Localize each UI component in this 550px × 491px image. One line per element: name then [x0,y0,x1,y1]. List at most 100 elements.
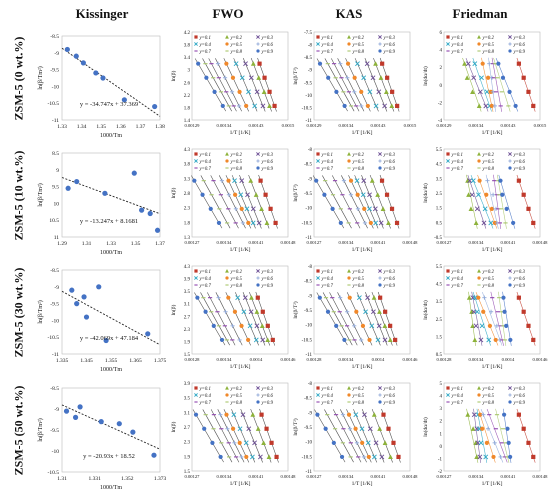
legend-label: y=0.4 [199,394,212,399]
legend-label: y=0.1 [321,270,333,275]
x-axis-label: 1/T [1/K] [230,247,251,253]
legend-label: y=0.9 [513,167,526,172]
x-tick-label: 1.34 [77,124,87,130]
x-tick-label: 0.0015 [282,123,295,128]
legend-label: y=0.3 [261,153,274,158]
marker-circle [233,192,238,197]
marker-x [378,35,382,39]
y-axis-label: ln(dα/dt) [422,300,429,320]
y-tick-label: 9.5 [52,185,59,191]
x-axis-label: 1000/Tm [100,367,122,373]
y-axis-label: ln(β/Tm²) [37,66,44,90]
marker-x [477,454,483,460]
data-point [69,287,75,293]
equation-annotation: y = -42.069x + 47.184 [80,335,139,342]
y-tick-label: -10.5 [302,221,313,226]
marker-triangle [250,61,256,66]
marker-square [381,412,386,417]
marker-circle [378,400,382,404]
y-tick-label: 4.5 [436,283,443,288]
plot-frame [61,152,161,238]
marker-x [254,323,260,329]
marker-x [359,426,365,432]
legend-label: y=0.1 [321,153,333,158]
fit-line [346,292,373,346]
y-axis-label: ln(dα/dt) [422,417,429,437]
marker-triangle [267,103,272,109]
fit-line [225,292,251,346]
marker-triangle [466,192,471,197]
marker-circle [502,412,507,417]
legend-label: y=0.3 [261,270,274,275]
fit-line [200,175,231,229]
marker-square [259,412,264,417]
legend-label: y=0.7 [451,284,464,289]
y-tick-label: -11 [52,118,59,124]
y-tick-label: -10 [52,449,60,455]
marker-x [376,89,382,95]
x-tick-label: 0.00128 [185,357,201,362]
marker-x [362,412,367,418]
marker-circle [500,192,505,197]
legend-label: y=0.7 [451,401,464,406]
marker-circle [208,206,213,211]
fit-line [490,291,504,346]
marker-square [267,89,272,94]
x-axis-label: 1/T [1/K] [230,364,251,370]
marker-x [257,454,263,460]
y-tick-label: 0.5 [436,221,443,226]
legend-label: y=0.9 [261,50,274,55]
marker-triangle [264,220,270,226]
marker-x [316,42,320,46]
fit-line [257,57,277,112]
marker-square [270,337,275,343]
marker-square [521,75,526,80]
legend-label: y=0.5 [482,394,495,399]
fit-line [361,175,384,229]
marker-square [258,178,263,183]
fit-line [332,409,362,463]
marker-triangle [387,337,393,343]
y-tick-label: 3.1 [184,411,191,416]
x-tick-label: 1.375 [154,358,167,364]
marker-x [470,178,476,184]
marker-square [446,152,450,156]
x-axis-label: 1/T [1/K] [482,364,503,370]
marker-circle [210,440,215,445]
x-tick-label: 1.29 [57,241,67,247]
fit-line [516,291,536,346]
marker-x [469,192,475,198]
marker-square [264,426,269,431]
x-tick-label: 0.00134 [339,123,355,128]
marker-circle [196,61,201,66]
marker-x [382,103,388,109]
trend-line [61,290,161,346]
legend-label: y=0.9 [513,50,526,55]
marker-square [269,440,274,445]
marker-square [521,192,526,197]
row-label-0: ZSM-5 (0 wt.%) [11,36,26,120]
marker-x [364,61,370,67]
data-point [103,337,109,344]
marker-x [250,206,256,212]
legend-label: y=0.5 [352,43,365,48]
marker-circle [480,426,485,431]
legend-label: y=0.6 [261,160,274,165]
legend-label: y=0.1 [199,270,211,275]
marker-x [194,42,198,46]
legend-label: y=0.9 [513,401,526,406]
y-tick-label: 0.5 [436,353,443,358]
marker-circle [256,400,260,404]
marker-square [386,426,391,431]
fwo-plot-0: 4.2 3.8 3.4 3 2.6 2.2 1.8 1.40.00129 0.00134 0.00… [170,31,295,136]
legend-label: y=0.4 [321,277,334,282]
y-tick-label: 3.4 [184,56,191,61]
fit-line [218,175,246,229]
legend-label: y=0.7 [321,401,334,406]
plot-frame [191,382,289,472]
data-point [139,207,145,213]
fit-line [240,409,263,463]
marker-circle [504,206,509,211]
marker-square [526,323,531,328]
fit-line [223,409,250,463]
